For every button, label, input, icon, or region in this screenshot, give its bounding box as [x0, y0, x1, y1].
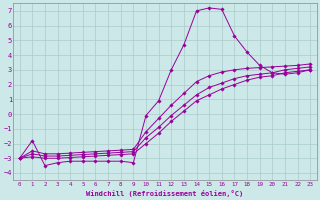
- X-axis label: Windchill (Refroidissement éolien,°C): Windchill (Refroidissement éolien,°C): [86, 190, 244, 197]
